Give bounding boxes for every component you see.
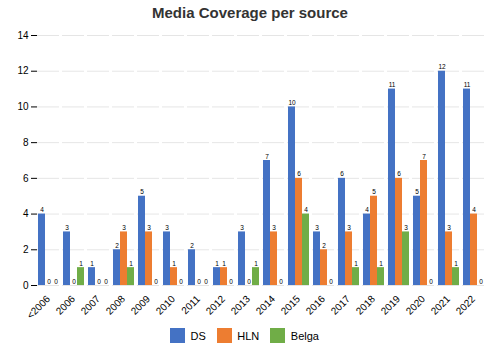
svg-text:4: 4 <box>472 206 476 213</box>
svg-text:<2006: <2006 <box>25 293 53 319</box>
svg-text:2007: 2007 <box>79 293 103 317</box>
svg-text:3: 3 <box>240 224 244 231</box>
svg-text:2: 2 <box>23 244 29 255</box>
svg-text:2006: 2006 <box>54 293 78 317</box>
svg-text:3: 3 <box>122 224 126 231</box>
svg-text:4: 4 <box>23 208 29 219</box>
svg-text:5: 5 <box>372 188 376 195</box>
svg-text:0: 0 <box>229 278 233 285</box>
html-text:DS: DS <box>190 329 206 342</box>
svg-text:0: 0 <box>479 278 483 285</box>
svg-text:3: 3 <box>147 224 151 231</box>
svg-text:12: 12 <box>438 63 446 70</box>
svg-text:3: 3 <box>165 224 169 231</box>
svg-text:4: 4 <box>40 206 44 213</box>
svg-text:1: 1 <box>172 260 176 267</box>
svg-text:0: 0 <box>47 278 51 285</box>
html-text:Belga: Belga <box>290 329 319 342</box>
svg-text:2010: 2010 <box>154 293 178 317</box>
svg-text:0: 0 <box>104 278 108 285</box>
svg-text:2013: 2013 <box>229 293 253 317</box>
svg-text:0: 0 <box>429 278 433 285</box>
svg-text:0: 0 <box>97 278 101 285</box>
svg-text:0: 0 <box>329 278 333 285</box>
svg-text:2011: 2011 <box>179 293 202 316</box>
svg-text:7: 7 <box>422 153 426 160</box>
svg-text:1: 1 <box>129 260 133 267</box>
svg-text:6: 6 <box>23 173 29 184</box>
svg-text:10: 10 <box>288 99 296 106</box>
svg-text:0: 0 <box>54 278 58 285</box>
svg-text:11: 11 <box>389 81 396 88</box>
svg-text:0: 0 <box>23 280 29 291</box>
svg-text:2014: 2014 <box>254 293 278 317</box>
svg-text:7: 7 <box>265 153 269 160</box>
svg-text:1: 1 <box>215 260 219 267</box>
svg-text:2020: 2020 <box>404 293 428 317</box>
svg-text:2021: 2021 <box>429 293 453 317</box>
svg-text:6: 6 <box>340 170 344 177</box>
svg-text:2018: 2018 <box>354 293 378 317</box>
svg-text:1: 1 <box>254 260 258 267</box>
svg-text:3: 3 <box>65 224 69 231</box>
svg-text:4: 4 <box>304 206 308 213</box>
svg-text:1: 1 <box>222 260 226 267</box>
svg-text:2: 2 <box>190 242 194 249</box>
svg-text:0: 0 <box>204 278 208 285</box>
svg-text:12: 12 <box>17 65 29 76</box>
svg-text:2015: 2015 <box>279 293 303 317</box>
svg-text:3: 3 <box>447 224 451 231</box>
svg-text:5: 5 <box>415 188 419 195</box>
svg-text:6: 6 <box>297 170 301 177</box>
svg-text:3: 3 <box>272 224 276 231</box>
svg-text:0: 0 <box>179 278 183 285</box>
svg-text:14: 14 <box>17 30 29 41</box>
html-text:HLN: HLN <box>237 329 260 342</box>
svg-text:0: 0 <box>247 278 251 285</box>
svg-text:0: 0 <box>72 278 76 285</box>
svg-text:3: 3 <box>347 224 351 231</box>
svg-text:0: 0 <box>279 278 283 285</box>
svg-text:2017: 2017 <box>329 293 353 317</box>
svg-text:1: 1 <box>454 260 458 267</box>
svg-text:1: 1 <box>90 260 94 267</box>
svg-text:0: 0 <box>154 278 158 285</box>
svg-text:4: 4 <box>365 206 369 213</box>
svg-text:1: 1 <box>79 260 83 267</box>
svg-text:3: 3 <box>315 224 319 231</box>
svg-text:2016: 2016 <box>304 293 328 317</box>
svg-text:2019: 2019 <box>379 293 403 317</box>
svg-text:6: 6 <box>397 170 401 177</box>
svg-text:11: 11 <box>464 81 471 88</box>
svg-text:8: 8 <box>23 137 29 148</box>
svg-text:2012: 2012 <box>204 293 228 317</box>
svg-text:2008: 2008 <box>104 293 128 317</box>
svg-text:1: 1 <box>379 260 383 267</box>
svg-text:2022: 2022 <box>454 293 478 317</box>
svg-text:10: 10 <box>17 101 29 112</box>
svg-text:5: 5 <box>140 188 144 195</box>
svg-text:0: 0 <box>197 278 201 285</box>
svg-text:2: 2 <box>115 242 119 249</box>
html-text:Media Coverage per source: Media Coverage per source <box>152 4 348 21</box>
svg-text:2: 2 <box>322 242 326 249</box>
svg-text:2009: 2009 <box>129 293 153 317</box>
svg-text:3: 3 <box>404 224 408 231</box>
svg-text:1: 1 <box>354 260 358 267</box>
